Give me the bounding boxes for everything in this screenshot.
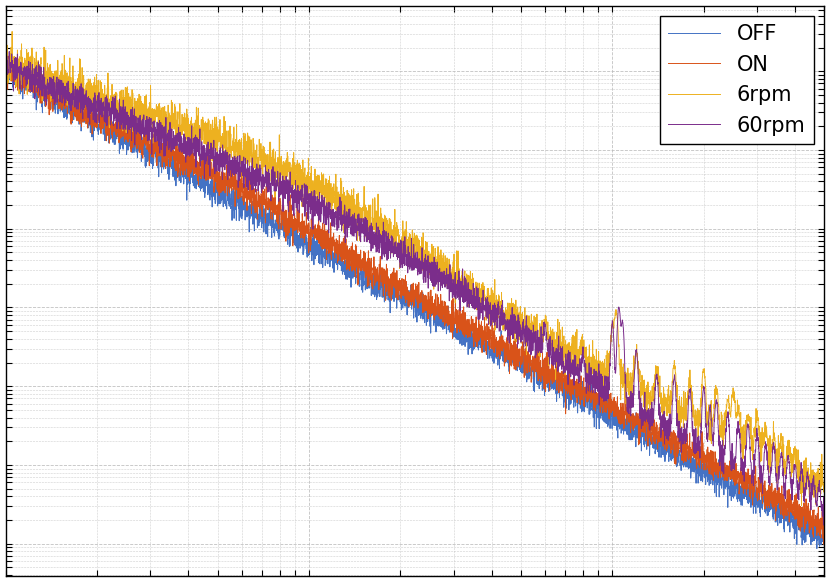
6rpm <box>794 470 804 477</box>
6rpm <box>344 191 354 198</box>
60rpm <box>351 232 361 239</box>
6rpm <box>596 388 606 395</box>
ON <box>819 526 829 533</box>
6rpm <box>797 502 807 509</box>
OFF <box>596 409 606 416</box>
Legend: OFF, ON, 6rpm, 60rpm: OFF, ON, 6rpm, 60rpm <box>660 16 814 144</box>
ON <box>351 259 361 266</box>
OFF <box>754 487 764 494</box>
60rpm <box>390 246 400 253</box>
ON <box>344 260 354 267</box>
OFF <box>344 258 354 265</box>
ON <box>754 476 764 483</box>
6rpm <box>351 214 361 221</box>
60rpm <box>794 484 804 491</box>
ON <box>794 517 804 524</box>
OFF <box>1 54 11 61</box>
60rpm <box>754 442 764 449</box>
6rpm <box>819 478 829 485</box>
Line: 60rpm: 60rpm <box>6 52 824 525</box>
60rpm <box>4 48 14 55</box>
Line: OFF: OFF <box>6 58 824 551</box>
ON <box>1 51 11 58</box>
OFF <box>794 515 804 522</box>
ON <box>1 47 11 54</box>
60rpm <box>819 510 829 517</box>
6rpm <box>390 206 400 213</box>
ON <box>596 400 606 407</box>
ON <box>818 541 828 548</box>
Line: 6rpm: 6rpm <box>6 31 824 506</box>
OFF <box>1 69 11 76</box>
OFF <box>351 264 361 271</box>
6rpm <box>754 422 764 429</box>
60rpm <box>818 521 828 528</box>
OFF <box>390 288 400 295</box>
60rpm <box>1 55 11 62</box>
Line: ON: ON <box>6 50 824 544</box>
6rpm <box>1 52 11 59</box>
60rpm <box>344 205 354 212</box>
OFF <box>819 547 829 554</box>
6rpm <box>7 28 17 35</box>
60rpm <box>596 393 606 400</box>
ON <box>390 272 400 279</box>
